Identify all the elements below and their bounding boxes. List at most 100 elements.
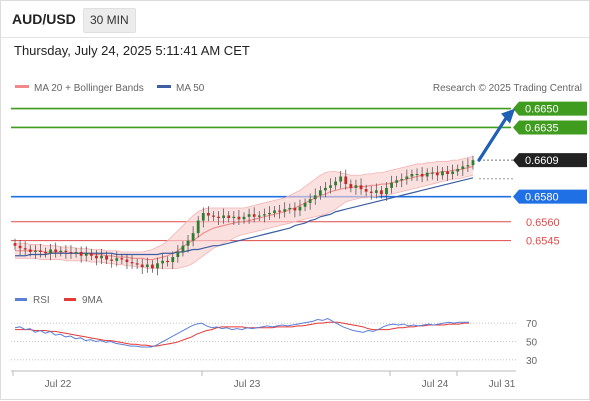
candle-body (232, 216, 236, 219)
candle-body (206, 213, 210, 216)
level-label-0.6560: 0.6560 (526, 217, 560, 229)
candle-body (33, 250, 37, 252)
candle-body (334, 181, 337, 186)
candle-body (252, 214, 256, 217)
candle-body (247, 214, 251, 217)
legend-ma50-label: MA 50 (176, 83, 205, 94)
candle-body (324, 187, 327, 191)
candle-body (110, 259, 114, 261)
candle-body (354, 185, 358, 188)
candle-body (222, 215, 226, 219)
candle-body (28, 249, 32, 252)
legend-rsi-swatch (15, 298, 27, 301)
candle-body (156, 263, 159, 269)
candle-body (308, 199, 312, 203)
legend-9ma-label: 9MA (82, 295, 103, 306)
candle-body (64, 250, 68, 252)
candle-body (257, 215, 261, 217)
candle-body (329, 185, 332, 188)
candle-body (364, 189, 368, 192)
candle-body (54, 249, 58, 252)
candle-body (471, 160, 475, 166)
candle-body (420, 174, 424, 177)
candle-body (278, 210, 282, 212)
candle-body (69, 252, 73, 254)
legend-9ma-swatch (64, 298, 76, 301)
forecast-arrow-head (501, 108, 515, 124)
candle-body (283, 209, 287, 212)
candle-body (380, 190, 383, 195)
candle-body (89, 253, 93, 256)
rsi-tick-50: 50 (526, 338, 538, 349)
candle-body (390, 182, 393, 188)
x-tick-label-3: Jul 31 (489, 379, 516, 390)
legend-rsi-label: RSI (33, 295, 50, 306)
candle-body (212, 215, 215, 217)
candle-body (201, 213, 205, 221)
x-tick-label-2: Jul 24 (422, 379, 449, 390)
x-tick-label-0: Jul 22 (45, 379, 72, 390)
candle-body (385, 187, 388, 195)
candle-body (446, 171, 449, 174)
candle-body (191, 233, 195, 241)
candle-body (79, 252, 83, 256)
candle-body (166, 260, 170, 263)
candle-body (161, 260, 164, 264)
level-label-0.6650: 0.6650 (525, 104, 559, 116)
candle-body (313, 195, 317, 200)
candle-body (456, 168, 460, 172)
candle-body (125, 259, 129, 263)
candle-body (217, 216, 220, 219)
candle-body (262, 214, 266, 216)
candle-body (461, 166, 465, 169)
candle-body (339, 176, 343, 182)
candle-body (151, 264, 154, 269)
level-label-0.6609: 0.6609 (525, 155, 559, 167)
credit-label: Research © 2025 Trading Central (433, 83, 582, 94)
rsi-tick-30: 30 (526, 356, 538, 367)
candle-body (374, 190, 378, 193)
candle-body (400, 179, 404, 181)
level-tag-0.6650 (513, 101, 587, 116)
x-tick-label-1: Jul 23 (234, 379, 261, 390)
candle-body (115, 258, 119, 261)
candle-body (227, 215, 231, 219)
level-label-0.6580: 0.6580 (525, 192, 559, 204)
candle-body (237, 216, 241, 220)
candle-body (74, 252, 78, 254)
candle-body (23, 248, 27, 250)
level-tag-0.6609 (513, 153, 587, 168)
candle-body (344, 176, 348, 185)
candle-body (39, 250, 42, 252)
candle-body (176, 252, 180, 258)
legend-ma20-swatch (15, 85, 29, 88)
legend-ma50-swatch (157, 85, 171, 88)
candle-body (410, 174, 414, 177)
candle-body (369, 191, 373, 193)
candle-body (171, 257, 175, 263)
x-axis: Jul 22 Jul 23 Jul 24 Jul 31 (12, 371, 516, 390)
candle-body (298, 206, 302, 211)
level-label-0.6545: 0.6545 (526, 236, 560, 248)
candle-body (349, 184, 353, 188)
bollinger-lower (15, 174, 474, 269)
candle-body (288, 207, 292, 210)
candle-body (359, 185, 363, 190)
candle-body (59, 250, 63, 252)
candle-body (105, 255, 108, 260)
candle-body (120, 258, 124, 260)
candle-body (196, 220, 200, 234)
candle-body (415, 174, 419, 175)
candle-body (100, 255, 103, 259)
timeframe-badge[interactable]: 30 MIN (83, 8, 136, 33)
candle-body (435, 172, 439, 176)
candle-body (441, 171, 444, 176)
rsi-9ma-line (15, 321, 469, 347)
candle-body (268, 213, 271, 215)
candle-body (273, 210, 276, 213)
candle-body (181, 245, 185, 252)
candle-body (44, 252, 47, 254)
candle-body (186, 240, 190, 246)
